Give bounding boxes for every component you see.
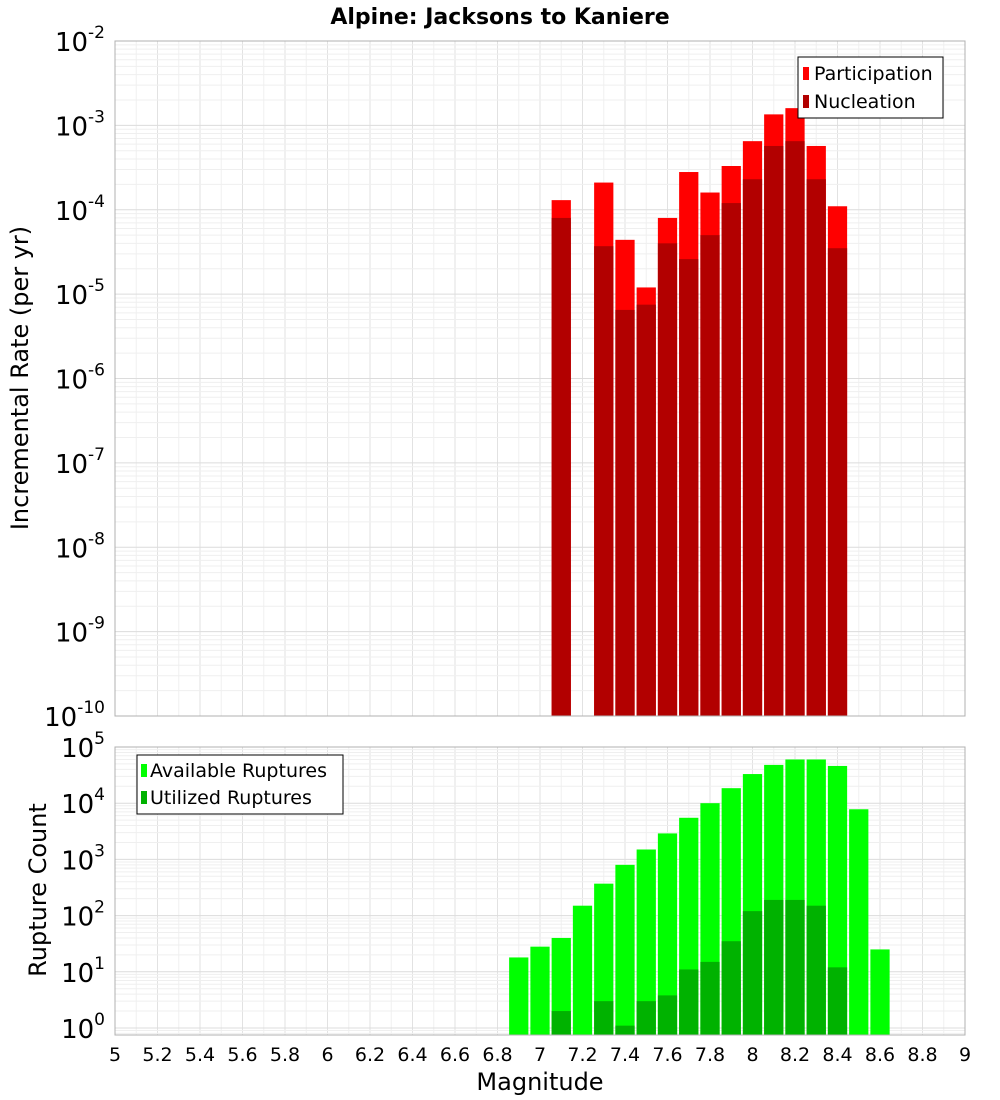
bottom-plot-frame	[114, 746, 966, 1036]
x-tick-label: 8.6	[865, 1044, 895, 1066]
tick-labels: 10-10 10-9 10-8 10-7 10-6 10-5 10-4 10-3 10-2 100…	[44, 23, 971, 1066]
x-tick-label: 6.2	[355, 1044, 385, 1066]
legend-swatch-available-ruptures	[141, 764, 147, 777]
legend-label-utilized-ruptures: Utilized Ruptures	[150, 787, 312, 809]
plot-frames	[114, 40, 966, 1036]
x-tick-label: 5.4	[185, 1044, 215, 1066]
bar-nucleation	[700, 235, 720, 716]
bar-nucleation	[721, 203, 741, 716]
x-tick-label: 5.6	[227, 1044, 257, 1066]
y-tick-label: 102	[61, 898, 105, 933]
bar-available-ruptures	[636, 849, 656, 1035]
x-tick-label: 5.8	[270, 1044, 300, 1066]
bar-available-ruptures	[870, 949, 890, 1035]
bar-utilized-ruptures	[679, 969, 699, 1035]
bar-available-ruptures	[551, 937, 571, 1035]
bar-nucleation	[764, 145, 784, 717]
y-tick-label: 10-8	[55, 529, 105, 564]
y-tick-label: 103	[61, 841, 105, 876]
x-tick-label: 7.8	[695, 1044, 725, 1066]
bar-nucleation	[827, 248, 848, 717]
x-tick-label: 6.4	[397, 1044, 427, 1066]
bar-utilized-ruptures	[657, 995, 678, 1035]
bar-nucleation	[806, 179, 826, 716]
x-tick-label: 8.2	[780, 1044, 810, 1066]
bar-nucleation	[657, 243, 678, 717]
bar-utilized-ruptures	[742, 911, 763, 1035]
y-tick-label: 10-6	[55, 361, 105, 396]
bar-utilized-ruptures	[615, 1025, 635, 1035]
bar-utilized-ruptures	[721, 941, 741, 1035]
bar-nucleation	[636, 304, 656, 716]
x-tick-label: 7.4	[610, 1044, 640, 1066]
bar-nucleation	[594, 246, 614, 716]
y-tick-label: 101	[61, 954, 105, 989]
bar-available-ruptures	[572, 905, 593, 1035]
bar-utilized-ruptures	[594, 1001, 614, 1035]
x-tick-label: 8	[746, 1044, 758, 1066]
top-legend: Participation Nucleation	[797, 56, 944, 119]
top-legend-box	[797, 56, 944, 119]
legend-swatch-utilized-ruptures	[141, 791, 147, 804]
y-tick-label: 10-5	[55, 276, 105, 311]
bar-nucleation	[615, 309, 635, 716]
bar-nucleation	[679, 259, 699, 716]
y-tick-label: 10-10	[44, 698, 105, 733]
bar-utilized-ruptures	[551, 1011, 571, 1035]
y-tick-label: 104	[61, 785, 105, 820]
x-tick-label: 8.4	[822, 1044, 852, 1066]
legend-label-participation: Participation	[814, 63, 933, 85]
bottom-y-axis-title: Rupture Count	[24, 803, 52, 977]
y-tick-label: 10-3	[55, 107, 105, 142]
x-tick-label: 5	[109, 1044, 121, 1066]
x-axis-title: Magnitude	[476, 1068, 603, 1096]
top-y-axis-title: Incremental Rate (per yr)	[6, 226, 34, 530]
bar-available-ruptures	[509, 957, 529, 1035]
y-tick-label: 105	[61, 729, 105, 764]
bar-utilized-ruptures	[806, 905, 826, 1035]
y-tick-label: 10-9	[55, 614, 105, 649]
chart-title: Alpine: Jacksons to Kaniere	[330, 5, 669, 30]
legend-label-nucleation: Nucleation	[814, 91, 916, 113]
x-tick-label: 7.2	[567, 1044, 597, 1066]
bar-utilized-ruptures	[636, 1001, 656, 1035]
y-tick-label: 100	[61, 1010, 105, 1045]
bar-available-ruptures	[657, 833, 678, 1035]
bar-available-ruptures	[530, 946, 550, 1035]
bar-nucleation	[742, 179, 763, 716]
x-tick-label: 7	[534, 1044, 546, 1066]
y-tick-label: 10-2	[55, 23, 105, 58]
bar-available-ruptures	[849, 809, 869, 1035]
x-tick-label: 6.8	[482, 1044, 512, 1066]
bar-available-ruptures	[594, 883, 614, 1035]
bottom-legend: Available Ruptures Utilized Ruptures	[136, 754, 344, 815]
legend-swatch-participation	[803, 67, 809, 80]
y-tick-label: 10-4	[55, 192, 105, 227]
x-tick-label: 8.8	[907, 1044, 937, 1066]
legend-swatch-nucleation	[803, 95, 809, 108]
x-tick-label: 6.6	[440, 1044, 470, 1066]
bar-utilized-ruptures	[827, 967, 848, 1035]
bar-available-ruptures	[615, 864, 635, 1035]
y-tick-label: 10-7	[55, 445, 105, 480]
x-tick-label: 9	[959, 1044, 971, 1066]
bar-utilized-ruptures	[764, 899, 784, 1035]
x-tick-label: 7.6	[652, 1044, 682, 1066]
bar-utilized-ruptures	[700, 961, 720, 1035]
bar-nucleation	[551, 217, 571, 716]
x-tick-label: 6	[321, 1044, 333, 1066]
bar-utilized-ruptures	[785, 899, 805, 1035]
bar-nucleation	[785, 141, 805, 717]
top-plot-frame	[114, 40, 966, 717]
bars	[509, 108, 890, 1035]
x-tick-label: 5.2	[142, 1044, 172, 1066]
bottom-legend-box	[136, 754, 344, 815]
legend-label-available-ruptures: Available Ruptures	[150, 760, 327, 782]
